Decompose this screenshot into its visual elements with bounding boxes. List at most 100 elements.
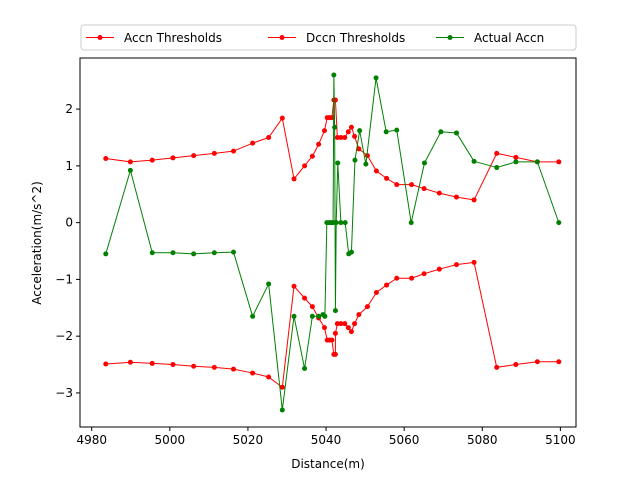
data-point-actual-accn	[335, 160, 341, 166]
y-axis-label: Acceleration(m/s^2)	[30, 181, 44, 305]
data-point-actual-accn	[421, 160, 427, 166]
x-tick-label: 5080	[467, 433, 498, 447]
data-point-accn-thresholds	[453, 194, 459, 200]
data-point-actual-accn	[103, 251, 109, 257]
series-line-actual-accn	[105, 74, 560, 411]
data-point-accn-thresholds	[309, 153, 315, 159]
data-point-dccn-thresholds	[436, 266, 442, 272]
data-point-actual-accn	[279, 407, 285, 413]
data-point-accn-thresholds	[352, 133, 358, 139]
data-point-actual-accn	[333, 220, 339, 226]
data-point-actual-accn	[438, 129, 444, 135]
data-point-accn-thresholds	[334, 134, 340, 140]
data-point-dccn-thresholds	[170, 362, 176, 368]
data-point-dccn-thresholds	[332, 330, 338, 336]
data-point-dccn-thresholds	[356, 312, 362, 318]
series-group	[103, 72, 562, 413]
data-point-actual-accn	[170, 250, 176, 256]
x-tick-label: 4980	[76, 433, 107, 447]
y-tick-label: −2	[55, 329, 73, 343]
data-point-actual-accn	[250, 313, 256, 319]
data-point-accn-thresholds	[250, 140, 256, 146]
data-point-actual-accn	[309, 313, 315, 319]
data-point-dccn-thresholds	[103, 361, 109, 367]
data-point-dccn-thresholds	[338, 321, 344, 327]
data-point-actual-accn	[332, 308, 338, 314]
data-point-dccn-thresholds	[453, 262, 459, 268]
data-point-actual-accn	[357, 128, 363, 134]
data-point-dccn-thresholds	[230, 366, 236, 372]
legend-box	[80, 24, 577, 51]
data-point-actual-accn	[338, 220, 344, 226]
data-point-actual-accn	[316, 313, 322, 319]
data-point-actual-accn	[149, 250, 155, 256]
data-point-accn-thresholds	[356, 146, 362, 152]
y-tick-label: 2	[65, 102, 73, 116]
x-tick-label: 5040	[311, 433, 342, 447]
data-point-accn-thresholds	[338, 134, 344, 140]
data-point-accn-thresholds	[342, 134, 348, 140]
data-point-accn-thresholds	[409, 182, 415, 188]
y-tick-label: 0	[65, 216, 73, 230]
data-point-dccn-thresholds	[373, 289, 379, 295]
data-point-accn-thresholds	[373, 168, 379, 174]
data-point-actual-accn	[322, 313, 328, 319]
legend-marker-actual-accn	[447, 35, 453, 40]
data-point-accn-thresholds	[266, 134, 272, 140]
data-point-actual-accn	[363, 161, 369, 167]
data-point-accn-thresholds	[302, 163, 308, 169]
data-point-dccn-thresholds	[332, 351, 338, 357]
data-point-actual-accn	[332, 124, 338, 130]
data-point-dccn-thresholds	[342, 321, 348, 327]
x-axis-label: Distance(m)	[291, 457, 365, 471]
data-point-actual-accn	[373, 75, 379, 81]
data-point-dccn-thresholds	[494, 364, 500, 370]
data-point-dccn-thresholds	[364, 304, 370, 310]
data-point-actual-accn	[348, 249, 354, 255]
data-point-dccn-thresholds	[321, 325, 327, 331]
data-point-actual-accn	[266, 281, 272, 287]
data-point-actual-accn	[302, 366, 308, 372]
data-point-actual-accn	[291, 313, 297, 319]
data-point-dccn-thresholds	[191, 363, 197, 369]
data-point-actual-accn	[331, 72, 337, 78]
data-point-dccn-thresholds	[266, 374, 272, 380]
data-point-accn-thresholds	[348, 124, 354, 130]
data-point-accn-thresholds	[316, 141, 322, 147]
data-point-actual-accn	[211, 250, 217, 256]
data-point-accn-thresholds	[127, 159, 133, 165]
data-point-actual-accn	[342, 220, 348, 226]
data-point-dccn-thresholds	[149, 360, 155, 366]
data-point-dccn-thresholds	[409, 275, 415, 281]
data-point-actual-accn	[408, 220, 414, 226]
data-point-accn-thresholds	[394, 182, 400, 188]
data-point-dccn-thresholds	[348, 329, 354, 335]
data-point-dccn-thresholds	[352, 321, 358, 327]
data-point-actual-accn	[453, 130, 459, 136]
data-point-accn-thresholds	[421, 186, 427, 192]
x-tick-label: 5000	[155, 433, 186, 447]
data-point-dccn-thresholds	[345, 325, 351, 331]
data-point-actual-accn	[394, 127, 400, 133]
data-point-dccn-thresholds	[334, 321, 340, 327]
legend-marker-dccn-thresholds	[279, 35, 285, 40]
data-point-accn-thresholds	[513, 154, 519, 160]
data-point-actual-accn	[127, 167, 133, 173]
data-point-actual-accn	[494, 165, 500, 171]
y-tick-label: 1	[65, 159, 73, 173]
data-point-actual-accn	[191, 251, 197, 257]
data-point-dccn-thresholds	[302, 295, 308, 301]
data-point-actual-accn	[534, 159, 540, 165]
data-point-accn-thresholds	[384, 175, 390, 181]
data-point-actual-accn	[352, 157, 358, 163]
data-point-accn-thresholds	[345, 129, 351, 135]
data-point-accn-thresholds	[436, 190, 442, 196]
data-point-actual-accn	[556, 220, 562, 226]
data-point-dccn-thresholds	[211, 364, 217, 370]
data-point-accn-thresholds	[364, 153, 370, 159]
data-point-dccn-thresholds	[534, 359, 540, 365]
data-point-actual-accn	[471, 158, 477, 164]
axes: 4980 5000 5020 5040 5060 5080 5100 −3 −2 −1 0 1 2	[55, 57, 577, 447]
